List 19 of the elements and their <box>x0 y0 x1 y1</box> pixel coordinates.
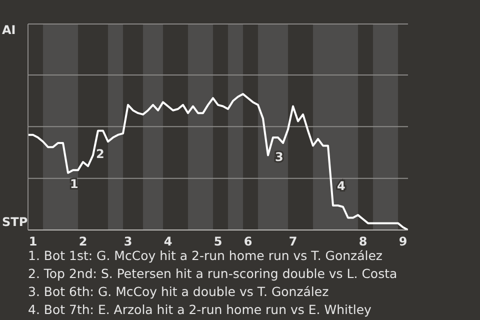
annotation: 2 <box>96 147 104 161</box>
annotation: 3 <box>275 150 284 164</box>
x-tick-label: 2 <box>78 234 88 249</box>
text: 1. Bot 1st: G. McCoy hit a 2-run home run vs T. González <box>28 247 384 265</box>
annotation: 4 <box>337 179 346 193</box>
x-tick-label: 7 <box>288 234 298 249</box>
x-tick-label: 3 <box>124 234 132 249</box>
x-tick-label: 6 <box>244 234 252 249</box>
text: 4. Bot 7th: E. Arzola hit a 2-run home run vs E. Whitley <box>28 301 372 319</box>
annotation: 1 <box>70 177 78 191</box>
x-tick-label: 8 <box>358 234 368 249</box>
x-tick-label: 9 <box>398 234 408 249</box>
x-tick-label: 1 <box>28 234 38 249</box>
x-tick-label: 4 <box>164 234 172 249</box>
text: STP <box>2 215 28 229</box>
text: AI <box>2 23 16 37</box>
text: 2. Top 2nd: S. Petersen hit a run-scoring double vs L. Costa <box>28 265 398 283</box>
x-tick-label: 5 <box>214 234 222 249</box>
text: 3. Bot 6th: G. McCoy hit a double vs T. González <box>28 283 330 301</box>
